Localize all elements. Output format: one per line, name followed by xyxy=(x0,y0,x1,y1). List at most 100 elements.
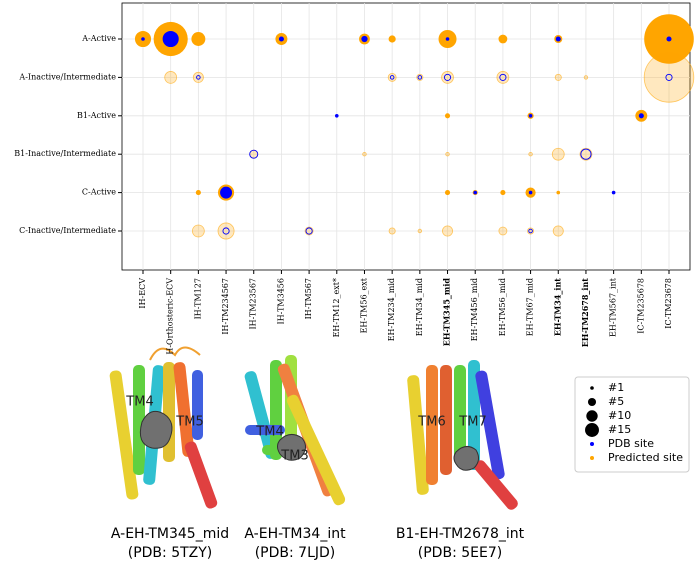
helix-label: TM3 xyxy=(280,449,308,464)
legend-label: Predicted site xyxy=(608,451,683,464)
bubble xyxy=(551,147,565,161)
bubble xyxy=(583,75,589,80)
bubble xyxy=(556,190,561,195)
bubble xyxy=(220,186,233,199)
bubble xyxy=(222,227,230,235)
bubble xyxy=(441,71,454,84)
bubble xyxy=(445,37,450,41)
bubble xyxy=(162,30,179,48)
bubble xyxy=(580,148,592,160)
bubble xyxy=(444,113,451,119)
bubble xyxy=(334,114,339,118)
bubble xyxy=(443,73,452,81)
y-tick-label: B1-Inactive/Intermediate xyxy=(14,149,116,158)
structure-caption: A-EH-TM34_int xyxy=(244,526,346,542)
bubble xyxy=(579,147,593,161)
structure-caption: A-EH-TM345_mid xyxy=(111,526,229,542)
bubble xyxy=(666,36,672,42)
structure-2 xyxy=(244,355,346,506)
bubble xyxy=(278,36,284,42)
structure-pdb: (PDB: 5TZY) xyxy=(128,545,213,561)
bubble xyxy=(388,35,396,43)
x-tick-label: IH-TM127 xyxy=(193,278,202,319)
structure-3 xyxy=(407,360,518,510)
legend-size-marker xyxy=(585,423,599,437)
legend-marker xyxy=(590,442,594,446)
legend-label: #1 xyxy=(608,381,624,394)
structure-pdb: (PDB: 7LJD) xyxy=(255,545,336,561)
x-tick-label: EH-TM2678_int xyxy=(580,278,590,348)
bubble xyxy=(249,149,259,159)
x-tick-label: IH-TM23567 xyxy=(249,278,258,330)
bubble xyxy=(665,73,673,81)
legend-label: #5 xyxy=(608,395,624,408)
structure-1 xyxy=(109,346,218,509)
bubble xyxy=(528,190,533,195)
structure-caption: B1-EH-TM2678_int xyxy=(396,526,525,542)
legend-label: #10 xyxy=(608,409,631,422)
bubble xyxy=(362,151,367,157)
x-tick-label: IC-TM235678 xyxy=(636,278,645,334)
bubble xyxy=(528,151,533,157)
bubble xyxy=(496,71,510,84)
x-tick-label: H-Orthosteric-ECV xyxy=(166,278,175,355)
bubble xyxy=(387,72,397,82)
legend-size-marker xyxy=(586,410,598,422)
bubble xyxy=(554,73,562,81)
x-tick-label: EH-TM34_int xyxy=(552,278,562,336)
x-tick-label: IH-TM234567 xyxy=(221,278,230,335)
bubble xyxy=(528,228,533,234)
bubble xyxy=(164,71,178,84)
x-tick-label: EH-TM456_mid xyxy=(470,278,479,341)
x-tick-label: IC-TM23678 xyxy=(664,278,673,329)
plot-area xyxy=(121,2,691,271)
y-tick-label: A-Active xyxy=(81,34,116,43)
x-tick-label: IH-TM567 xyxy=(304,278,313,319)
bubble xyxy=(643,52,695,103)
x-tick-label: IH-ECV xyxy=(138,278,147,309)
legend-label: PDB site xyxy=(608,437,654,450)
x-tick-label: EH-TM34_mid xyxy=(415,278,424,336)
bubble xyxy=(611,190,616,195)
bubble xyxy=(473,190,478,195)
helix-label: TM4 xyxy=(125,395,153,410)
bubble xyxy=(361,35,368,43)
y-tick-label: C-Active xyxy=(82,188,116,197)
legend-size-marker xyxy=(587,397,597,407)
x-tick-label: EH-TM67_mid xyxy=(526,278,535,336)
bubble xyxy=(442,225,454,237)
bubble xyxy=(528,114,533,118)
bubble xyxy=(141,37,145,41)
bubble xyxy=(417,75,423,80)
x-tick-label: EH-TM56_mid xyxy=(498,278,507,336)
bubble xyxy=(191,32,206,46)
bubble xyxy=(305,227,313,235)
x-tick-label: EH-TM234_mid xyxy=(387,278,396,341)
bubble xyxy=(638,113,644,119)
y-tick-label: B1-Active xyxy=(77,111,116,120)
bubble xyxy=(195,190,201,196)
structure-pdb: (PDB: 5EE7) xyxy=(418,545,502,561)
bubble xyxy=(498,226,508,236)
bubble xyxy=(499,73,507,81)
x-tick-label: EH-TM56_ext xyxy=(359,277,368,333)
bubble xyxy=(217,222,235,240)
bubble xyxy=(192,71,204,83)
helix-label: TM7 xyxy=(458,415,486,430)
x-tick-label: IH-TM3456 xyxy=(276,278,285,324)
x-tick-label: EH-TM345_mid xyxy=(442,278,452,347)
bubble xyxy=(500,190,506,196)
legend-label: #15 xyxy=(608,423,631,436)
bubble xyxy=(191,224,205,238)
x-tick-label: EH-TM567_int xyxy=(609,277,618,337)
helix-label: TM6 xyxy=(417,415,445,430)
y-tick-label: A-Inactive/Intermediate xyxy=(18,72,116,81)
legend-marker xyxy=(590,456,594,460)
helix-label: TM5 xyxy=(175,415,203,430)
bubble xyxy=(498,34,508,44)
x-tick-label: EH-TM12_ext* xyxy=(332,278,341,337)
helix-label: TM4 xyxy=(255,425,283,440)
bubble xyxy=(555,36,561,42)
